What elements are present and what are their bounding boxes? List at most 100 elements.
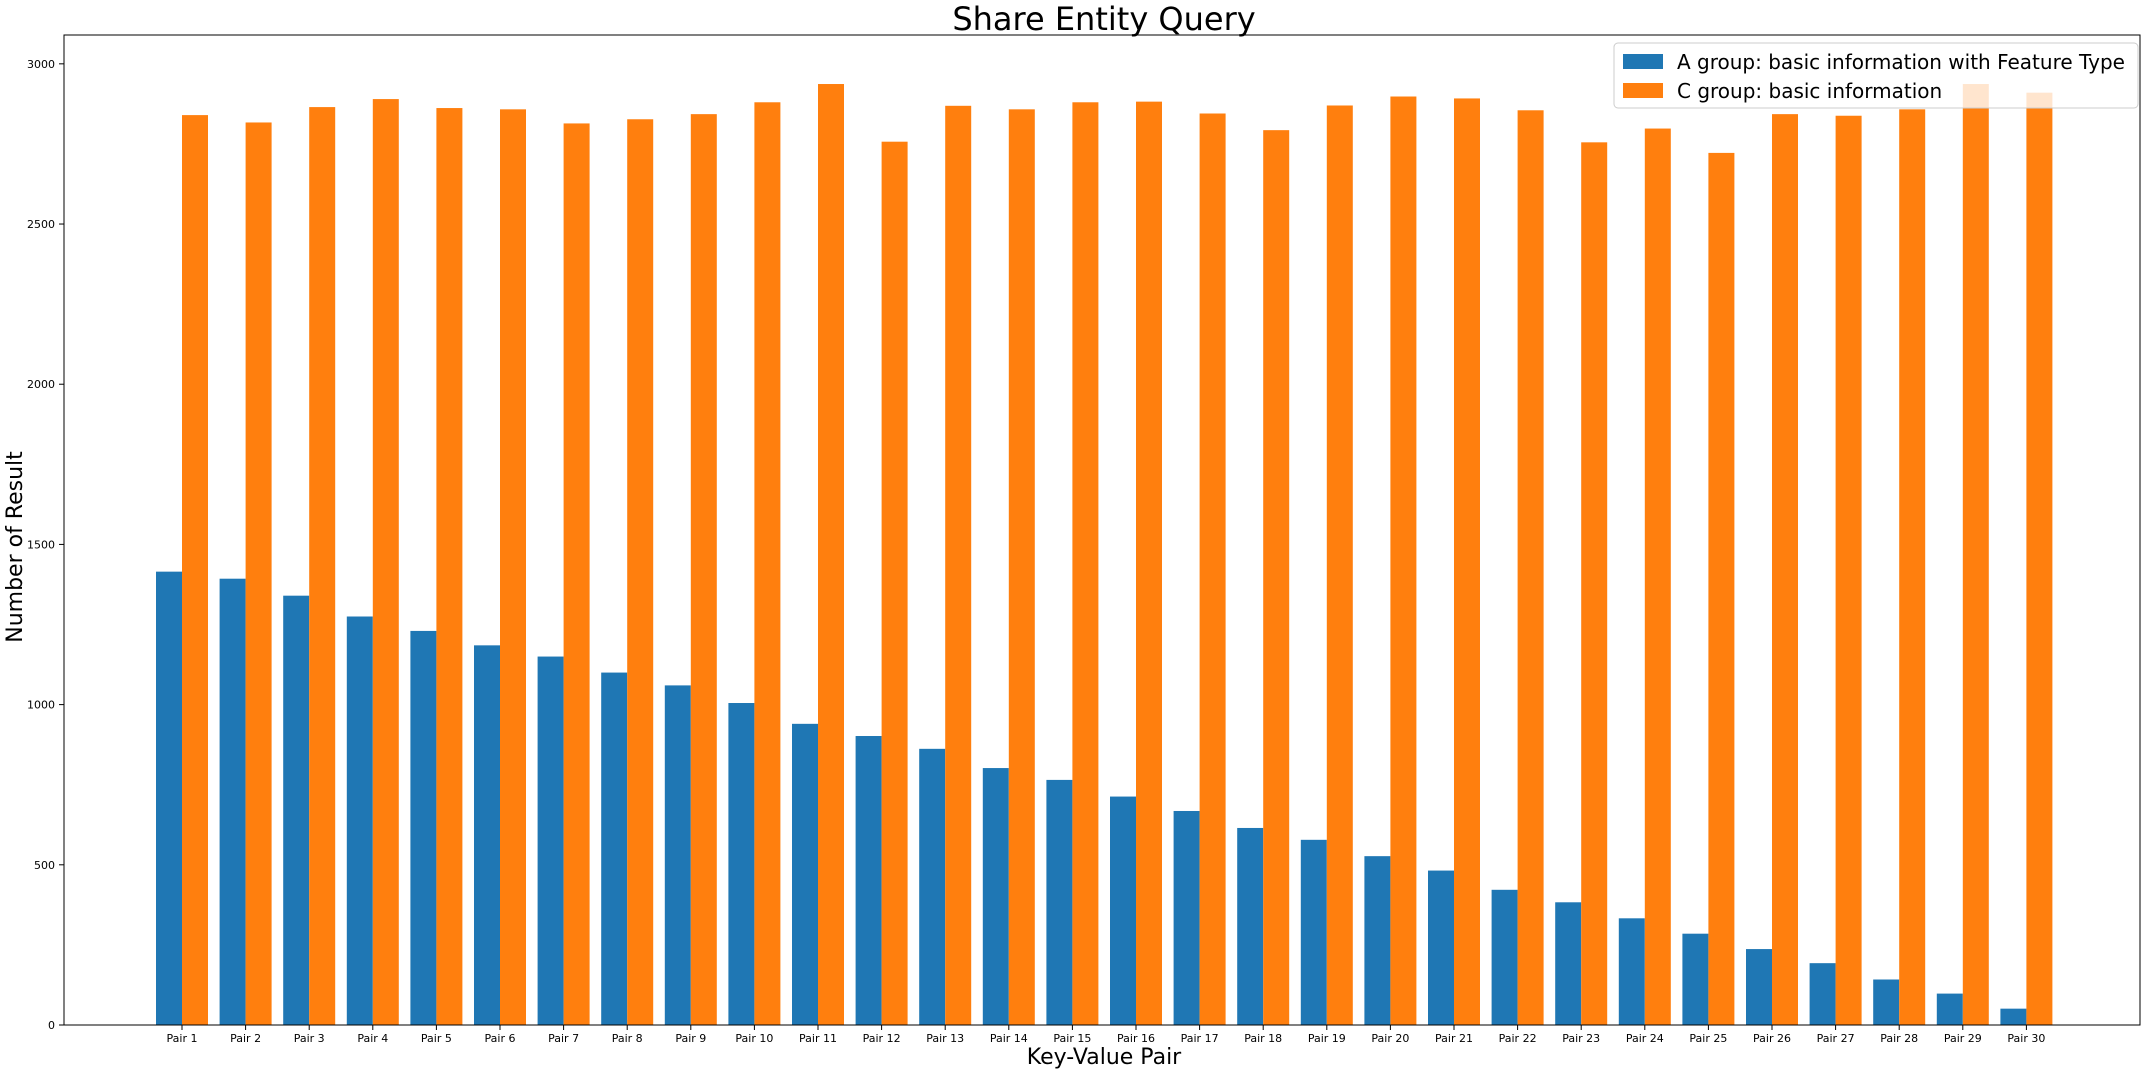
bar-c-group-2 (245, 122, 272, 1026)
bar-a-group-24 (1618, 918, 1645, 1025)
x-tick-label: Pair 28 (1880, 1032, 1918, 1045)
bar-c-group-24 (1644, 128, 1671, 1026)
bar-c-group-23 (1581, 142, 1608, 1025)
bar-c-group-26 (1772, 114, 1798, 1025)
bar-c-group-6 (500, 109, 526, 1025)
chart-title: Share Entity Query (952, 0, 1255, 38)
bar-a-group-3 (283, 595, 310, 1025)
bar-c-group-3 (309, 107, 336, 1026)
y-tick-label: 1000 (27, 699, 55, 712)
bar-a-group-17 (1173, 810, 1200, 1025)
x-tick-label: Pair 14 (990, 1032, 1028, 1045)
y-tick-label: 2000 (27, 378, 55, 391)
bar-a-group-1 (156, 571, 182, 1025)
x-tick-label: Pair 16 (1117, 1032, 1155, 1045)
bar-c-group-19 (1326, 105, 1353, 1026)
legend-label-a-group: A group: basic information with Feature … (1677, 50, 2125, 74)
x-tick-label: Pair 19 (1308, 1032, 1346, 1045)
y-tick-label: 0 (48, 1019, 55, 1032)
bar-a-group-20 (1364, 856, 1391, 1025)
x-tick-label: Pair 29 (1944, 1032, 1982, 1045)
bar-a-group-23 (1555, 902, 1582, 1025)
bar-c-group-21 (1454, 98, 1480, 1025)
bar-a-group-16 (1110, 796, 1136, 1025)
bar-c-group-30 (2026, 92, 2053, 1026)
x-tick-label: Pair 2 (230, 1032, 261, 1045)
bar-c-group-20 (1390, 96, 1417, 1025)
bar-a-group-5 (410, 630, 437, 1025)
x-tick-label: Pair 15 (1053, 1032, 1091, 1045)
x-tick-label: Pair 10 (735, 1032, 773, 1045)
bar-a-group-28 (1873, 979, 1900, 1025)
x-tick-label: Pair 13 (926, 1032, 964, 1045)
legend-swatch-a-group (1623, 54, 1663, 69)
y-tick-label: 3000 (27, 58, 55, 71)
bar-c-group-11 (818, 84, 844, 1025)
x-tick-label: Pair 7 (548, 1032, 579, 1045)
x-tick-label: Pair 18 (1244, 1032, 1282, 1045)
bar-a-group-22 (1491, 889, 1518, 1025)
x-tick-label: Pair 26 (1753, 1032, 1791, 1045)
bar-c-group-7 (563, 123, 590, 1026)
bar-a-group-15 (1046, 779, 1073, 1025)
x-tick-label: Pair 5 (421, 1032, 452, 1045)
bar-c-group-25 (1708, 152, 1735, 1025)
bar-c-group-28 (1899, 109, 1926, 1025)
bar-a-group-27 (1809, 963, 1836, 1025)
y-tick-label: 1500 (27, 538, 55, 551)
legend-swatch-c-group (1623, 83, 1663, 98)
x-tick-label: Pair 20 (1371, 1032, 1409, 1045)
legend-label-c-group: C group: basic information (1677, 79, 1942, 103)
bar-c-group-18 (1263, 130, 1290, 1025)
bar-a-group-10 (728, 703, 755, 1025)
x-tick-label: Pair 11 (799, 1032, 837, 1045)
bar-c-group-14 (1008, 109, 1035, 1025)
bar-a-group-26 (1746, 949, 1772, 1025)
plot-frame (63, 34, 2141, 1026)
bar-a-group-8 (601, 672, 628, 1025)
bar-a-group-18 (1237, 827, 1264, 1025)
x-tick-label: Pair 8 (612, 1032, 643, 1045)
bar-a-group-14 (982, 768, 1009, 1025)
y-tick-label: 500 (34, 859, 55, 872)
bar-a-group-13 (919, 748, 946, 1025)
bar-c-group-10 (754, 102, 781, 1025)
bar-c-group-22 (1517, 110, 1544, 1026)
x-tick-label: Pair 9 (675, 1032, 706, 1045)
x-tick-label: Pair 4 (357, 1032, 388, 1045)
bar-c-group-15 (1072, 102, 1099, 1025)
bar-a-group-25 (1682, 933, 1709, 1025)
x-tick-label: Pair 25 (1689, 1032, 1727, 1045)
bar-a-group-7 (537, 656, 564, 1025)
legend: A group: basic information with Feature … (1613, 42, 2139, 109)
bar-a-group-2 (219, 578, 246, 1025)
bar-c-group-4 (372, 99, 399, 1025)
y-tick-label: 2500 (27, 218, 55, 231)
bar-a-group-19 (1300, 839, 1327, 1025)
legend-box (1613, 42, 2139, 109)
bars-layer (156, 84, 2053, 1026)
bar-c-group-27 (1835, 115, 1862, 1026)
bar-a-group-12 (855, 736, 882, 1025)
x-tick-label: Pair 27 (1817, 1032, 1855, 1045)
bar-c-group-29 (1962, 84, 1989, 1025)
bar-c-group-9 (690, 114, 717, 1025)
x-tick-label: Pair 22 (1499, 1032, 1537, 1045)
axes-layer: 0 500 1000 1500 2000 2500 3000 Pair 1 Pair 2 Pair… (27, 34, 2141, 1045)
x-tick-label: Pair 3 (294, 1032, 325, 1045)
x-tick-label: Pair 6 (485, 1032, 516, 1045)
x-axis-label: Key-Value Pair (1027, 1045, 1182, 1070)
bar-c-group-8 (627, 119, 654, 1025)
bar-a-group-29 (1936, 993, 1963, 1025)
bar-a-group-11 (792, 723, 818, 1025)
bar-c-group-13 (945, 105, 972, 1025)
x-tick-label: Pair 24 (1626, 1032, 1664, 1045)
x-tick-label: Pair 1 (167, 1032, 198, 1045)
bar-c-group-12 (881, 141, 908, 1025)
y-axis-label: Number of Result (3, 451, 28, 643)
x-tick-label: Pair 23 (1562, 1032, 1600, 1045)
bar-a-group-9 (664, 685, 691, 1025)
bar-c-group-5 (436, 108, 463, 1026)
